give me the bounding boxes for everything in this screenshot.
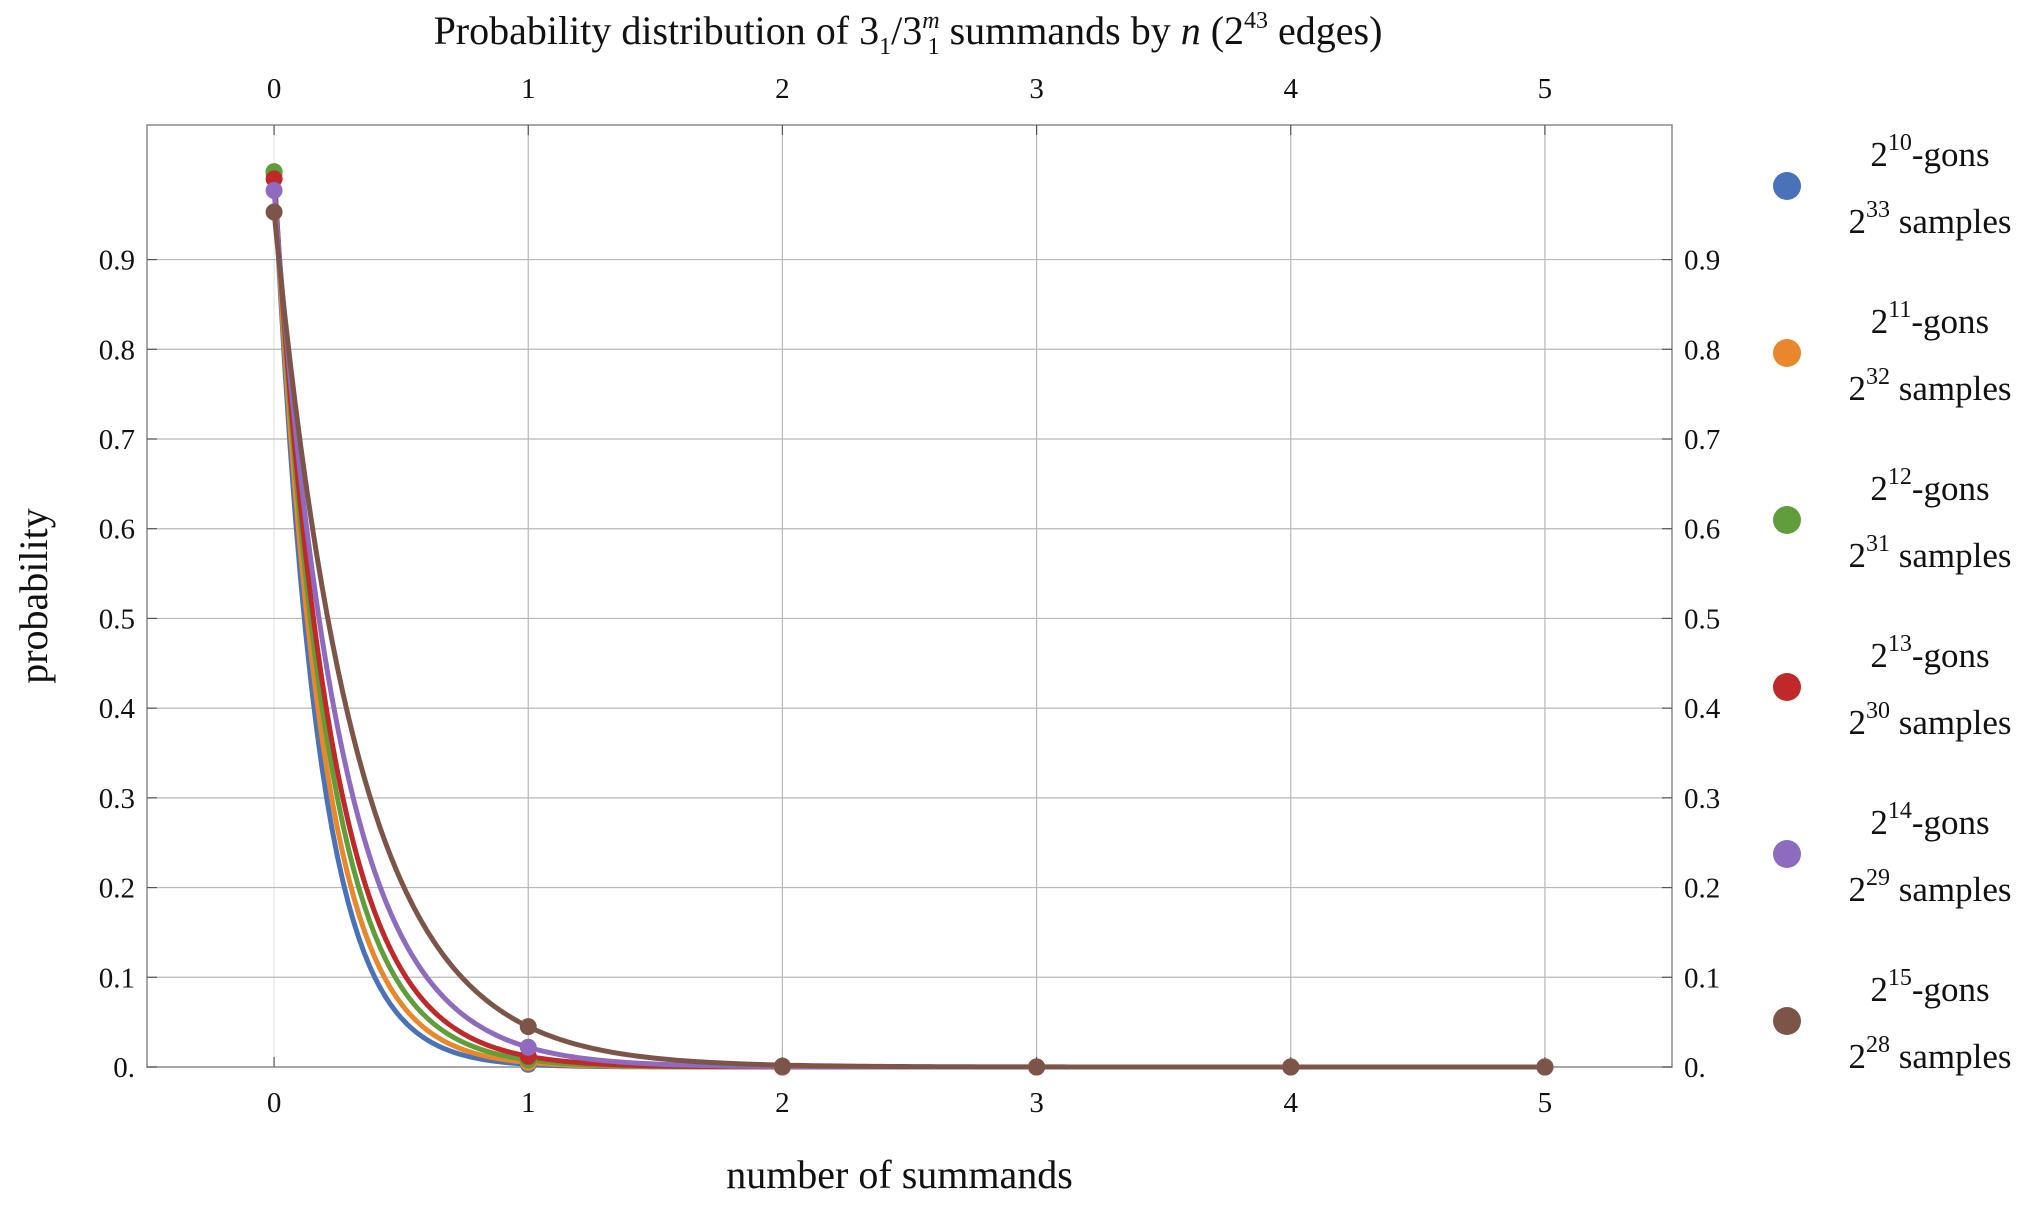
legend-gons-label: 211-gons — [1871, 297, 1989, 341]
y-tick-label-left: 0.7 — [99, 424, 135, 456]
x-tick-label-top: 1 — [521, 73, 536, 105]
legend-marker-11-gons — [1773, 339, 1801, 367]
legend-samples-label: 228 samples — [1848, 1032, 2011, 1076]
x-tick-label-bottom: 2 — [775, 1087, 790, 1119]
legend-samples-label: 229 samples — [1848, 865, 2011, 909]
chart-title: Probability distribution of 31/3m 1 summa… — [434, 8, 1383, 60]
y-tick-label-left: 0.1 — [99, 962, 135, 994]
legend-marker-12-gons — [1773, 506, 1801, 534]
legend-samples-label: 231 samples — [1848, 531, 2011, 575]
series-line-15-gons — [271, 211, 1545, 1070]
series-line-10-gons — [271, 172, 1545, 1070]
y-tick-label-right: 0.8 — [1684, 334, 1720, 366]
legend-marker-14-gons — [1773, 840, 1801, 868]
plot-frame — [146, 124, 1673, 1068]
legend-gons-label: 215-gons — [1870, 965, 1989, 1009]
data-points — [265, 163, 1554, 1076]
x-axis-label: number of summands — [726, 1152, 1073, 1197]
x-tick-label-bottom: 5 — [1538, 1087, 1553, 1119]
x-tick-label-top: 5 — [1538, 73, 1553, 105]
y-tick-label-right: 0.4 — [1684, 693, 1721, 725]
data-point-15-gons — [265, 203, 283, 221]
series-line-13-gons — [271, 178, 1545, 1070]
x-tick-label-bottom: 4 — [1284, 1087, 1299, 1119]
legend-samples-label: 233 samples — [1848, 197, 2011, 241]
axis-ticks: 0 0 1 1 2 2 3 3 4 4 5 5 0. 0. 0.1 0.1 0.2 0.2 0.3 0.3 0.4 0.4… — [99, 73, 1721, 1119]
data-point-13-gons — [265, 170, 283, 188]
grid-lines — [147, 125, 1672, 1067]
series-line-11-gons — [271, 174, 1545, 1070]
data-point-15-gons — [519, 1018, 537, 1036]
data-point-14-gons — [519, 1038, 537, 1056]
x-tick-label-bottom: 0 — [267, 1087, 282, 1119]
legend-marker-10-gons — [1773, 172, 1801, 200]
y-tick-label-right: 0.5 — [1684, 603, 1720, 635]
y-axis-label: probability — [11, 508, 56, 684]
y-tick-label-left: 0.3 — [99, 783, 135, 815]
y-tick-label-left: 0.8 — [99, 334, 135, 366]
legend-gons-label: 212-gons — [1870, 464, 1989, 508]
legend-samples-label: 230 samples — [1848, 698, 2011, 742]
legend-samples-label: 232 samples — [1848, 364, 2011, 408]
y-tick-label-left: 0. — [113, 1052, 135, 1084]
x-tick-label-top: 0 — [267, 73, 282, 105]
y-tick-label-left: 0.6 — [99, 514, 135, 546]
legend-marker-13-gons — [1773, 673, 1801, 701]
y-tick-label-left: 0.9 — [99, 245, 135, 277]
series-line-14-gons — [271, 190, 1545, 1070]
series-line-12-gons — [271, 171, 1545, 1070]
y-tick-label-right: 0.6 — [1684, 514, 1720, 546]
x-tick-label-top: 2 — [775, 73, 790, 105]
x-tick-label-top: 4 — [1284, 73, 1299, 105]
data-point-15-gons — [773, 1057, 791, 1075]
y-tick-label-left: 0.5 — [99, 603, 135, 635]
data-point-15-gons — [1536, 1058, 1554, 1076]
data-point-14-gons — [265, 181, 283, 199]
series-lines — [271, 171, 1545, 1070]
legend-marker-15-gons — [1773, 1007, 1801, 1035]
x-tick-label-bottom: 1 — [521, 1087, 536, 1119]
y-tick-label-left: 0.4 — [99, 693, 136, 725]
data-point-15-gons — [1028, 1058, 1046, 1076]
data-point-15-gons — [1282, 1058, 1300, 1076]
y-tick-label-right: 0.7 — [1684, 424, 1720, 456]
y-tick-label-right: 0.9 — [1684, 245, 1720, 277]
y-tick-label-right: 0. — [1684, 1052, 1706, 1084]
x-tick-label-bottom: 3 — [1029, 1087, 1044, 1119]
legend-gons-label: 214-gons — [1870, 798, 1989, 842]
y-tick-label-left: 0.2 — [99, 873, 135, 905]
legend-gons-label: 213-gons — [1870, 631, 1989, 675]
x-tick-label-top: 3 — [1029, 73, 1044, 105]
legend: 210-gons 233 samples 211-gons 232 samples 21… — [1773, 130, 2012, 1076]
y-tick-label-right: 0.3 — [1684, 783, 1720, 815]
y-tick-label-right: 0.1 — [1684, 962, 1720, 994]
legend-gons-label: 210-gons — [1870, 130, 1989, 174]
y-tick-label-right: 0.2 — [1684, 873, 1720, 905]
